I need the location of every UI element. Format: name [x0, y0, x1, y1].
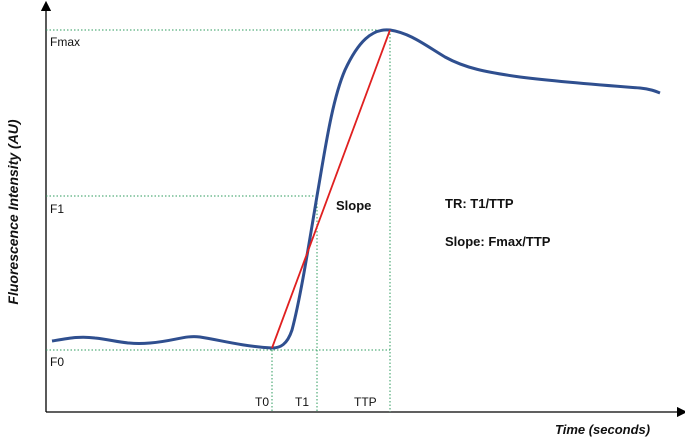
slope-line: [271, 29, 391, 349]
y-axis-label: Fluorescence Intensity (AU): [5, 119, 21, 304]
time-label: TTP: [354, 395, 377, 409]
slope-label: Slope: [336, 198, 371, 213]
fluorescence-curve: [51, 28, 661, 350]
level-label: F0: [50, 355, 64, 369]
level-label: F1: [50, 202, 64, 216]
time-label: T0: [255, 395, 269, 409]
formula: TR: T1/TTP: [445, 196, 514, 211]
time-label: T1: [295, 395, 309, 409]
x-axis-label: Time (seconds): [555, 422, 650, 437]
formula: Slope: Fmax/TTP: [445, 234, 551, 249]
level-label: Fmax: [50, 35, 80, 49]
